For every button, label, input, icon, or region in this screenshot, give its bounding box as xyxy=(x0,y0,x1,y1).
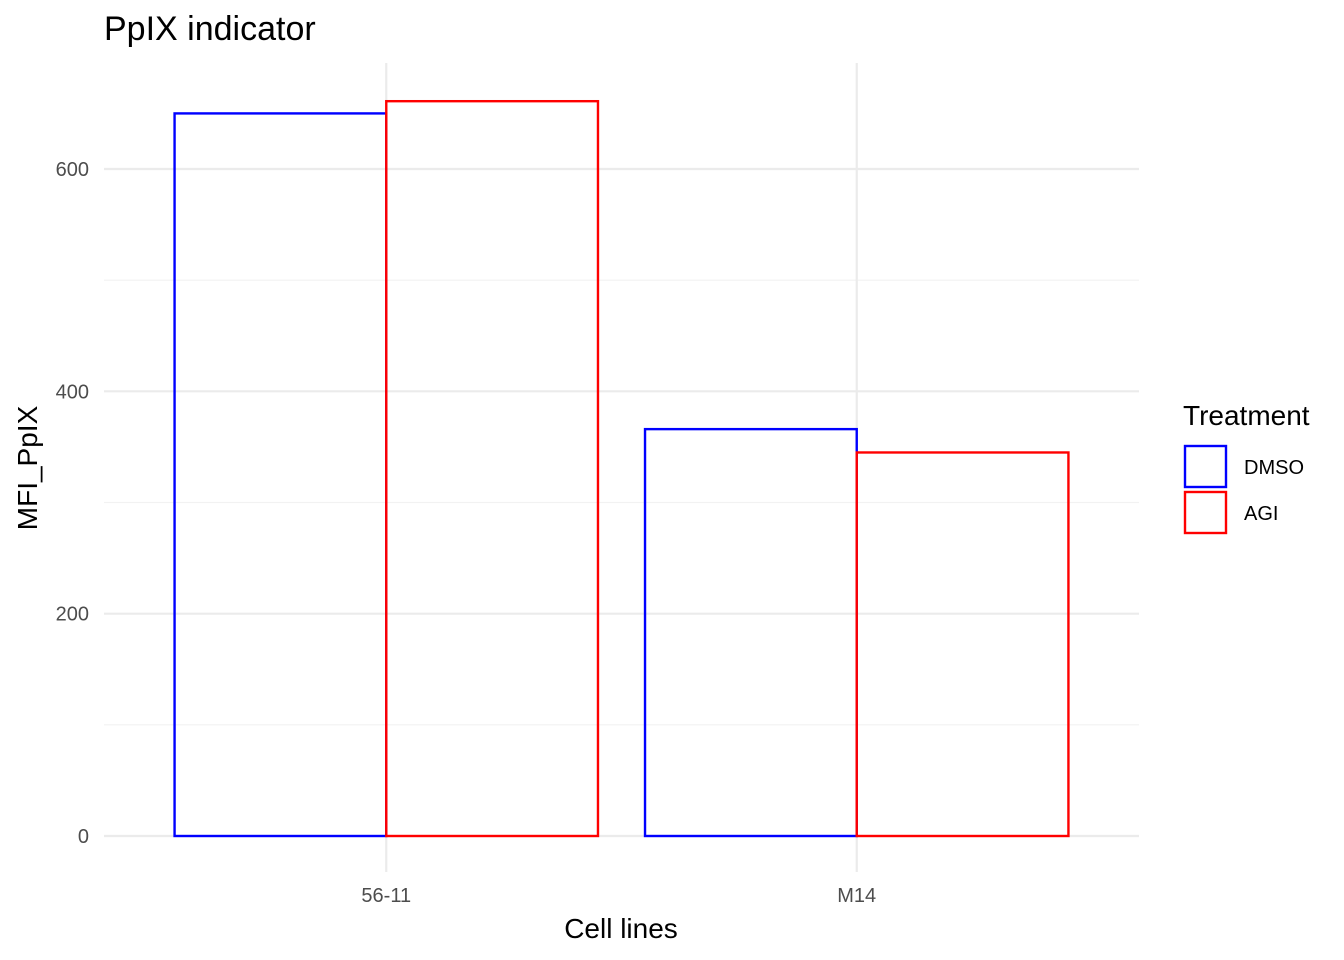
legend-label: AGI xyxy=(1244,503,1278,525)
y-axis-ticks: 0 200 400 600 xyxy=(56,159,89,848)
chart-title: PpIX indicator xyxy=(104,10,316,48)
bar-agi-m14 xyxy=(855,451,1070,838)
y-tick-label: 600 xyxy=(56,159,89,181)
legend-key-agi xyxy=(1183,490,1228,535)
x-axis-title: Cell lines xyxy=(564,913,678,944)
legend-title: Treatment xyxy=(1183,400,1310,431)
y-tick-label: 400 xyxy=(56,381,89,403)
legend-items: DMSO AGI xyxy=(1183,444,1304,535)
legend-label: DMSO xyxy=(1244,457,1304,479)
legend: Treatment DMSO AGI xyxy=(1183,400,1310,535)
bar-dmso-56-11 xyxy=(173,112,388,838)
bars xyxy=(173,99,1070,838)
bar-agi-56-11 xyxy=(385,99,600,838)
bar-dmso-m14 xyxy=(643,427,858,838)
grid xyxy=(104,63,1139,872)
y-tick-label: 0 xyxy=(78,826,89,848)
x-tick-label: 56-11 xyxy=(361,885,411,907)
y-tick-label: 200 xyxy=(56,604,89,626)
x-axis-ticks: 56-11 M14 xyxy=(361,885,876,907)
legend-key-dmso xyxy=(1183,444,1228,489)
x-tick-label: M14 xyxy=(837,885,876,907)
y-axis-title: MFI_PpIX xyxy=(12,405,43,530)
